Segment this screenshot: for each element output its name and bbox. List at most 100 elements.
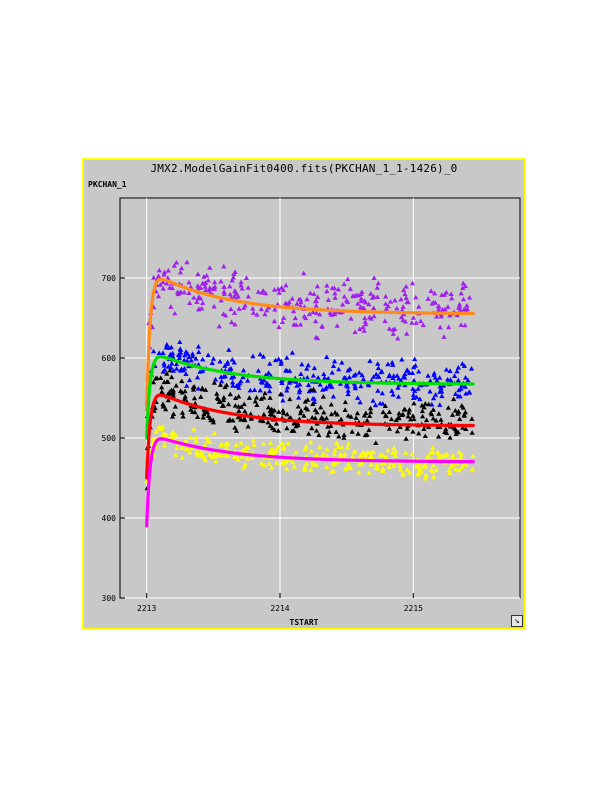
- data-point: [261, 462, 267, 468]
- data-point: [260, 441, 267, 447]
- data-point: [268, 448, 274, 454]
- data-point: [439, 453, 445, 459]
- data-point: [308, 387, 314, 393]
- data-point: [165, 363, 172, 369]
- data-point: [276, 324, 282, 330]
- data-point: [342, 407, 348, 412]
- data-point: [352, 385, 358, 391]
- data-point: [173, 383, 179, 388]
- data-point: [375, 365, 382, 371]
- data-point: [253, 394, 260, 400]
- data-point: [163, 406, 169, 412]
- data-point: [352, 383, 358, 389]
- data-point: [206, 452, 213, 457]
- data-point: [184, 259, 190, 265]
- data-point: [311, 291, 317, 296]
- data-point: [397, 424, 403, 430]
- data-point: [179, 410, 186, 415]
- data-point: [416, 304, 422, 309]
- data-point: [217, 382, 224, 387]
- data-point: [200, 414, 206, 420]
- data-point: [265, 404, 271, 410]
- data-point: [222, 312, 229, 318]
- data-point: [323, 384, 330, 390]
- data-point: [443, 367, 450, 372]
- data-point: [370, 398, 376, 403]
- data-point: [324, 453, 330, 459]
- data-point: [218, 378, 225, 384]
- data-point: [261, 377, 267, 383]
- data-point: [458, 455, 464, 460]
- data-point: [213, 458, 219, 464]
- data-point: [410, 413, 416, 418]
- data-point: [321, 371, 327, 377]
- data-point: [385, 447, 391, 453]
- resize-handle-icon[interactable]: ↘: [511, 615, 523, 627]
- data-point: [245, 285, 251, 290]
- data-point: [411, 400, 417, 406]
- data-point: [314, 452, 320, 458]
- data-point: [250, 306, 256, 311]
- data-point: [182, 352, 188, 358]
- data-point: [368, 409, 374, 415]
- data-point: [210, 419, 217, 425]
- data-point: [358, 383, 364, 389]
- data-point: [462, 384, 468, 389]
- data-point: [427, 378, 433, 383]
- data-point: [403, 284, 409, 289]
- data-point: [235, 457, 241, 462]
- data-point: [433, 417, 439, 423]
- data-point: [439, 393, 445, 399]
- data-point: [324, 282, 330, 288]
- data-point: [342, 466, 349, 472]
- data-point: [422, 475, 429, 481]
- data-point: [290, 308, 297, 314]
- data-point: [448, 291, 454, 297]
- data-point: [204, 438, 211, 443]
- data-point: [332, 447, 338, 453]
- data-point: [181, 357, 187, 363]
- data-point: [451, 461, 457, 467]
- data-point: [150, 379, 157, 385]
- data-point: [299, 361, 305, 367]
- data-point: [204, 409, 211, 415]
- data-point: [238, 440, 244, 446]
- data-point: [425, 296, 431, 301]
- data-point: [380, 401, 386, 406]
- data-point: [423, 472, 429, 478]
- data-point: [396, 410, 402, 416]
- data-point: [468, 365, 475, 371]
- data-point: [455, 365, 461, 370]
- data-point: [267, 423, 273, 428]
- data-point: [260, 354, 267, 359]
- data-point: [430, 407, 436, 412]
- data-point: [233, 395, 239, 401]
- data-point: [221, 397, 227, 403]
- data-point: [316, 432, 322, 438]
- data-point: [429, 411, 435, 417]
- data-point: [464, 302, 470, 308]
- data-point: [446, 324, 452, 330]
- data-point: [210, 417, 216, 423]
- data-point: [365, 449, 371, 455]
- data-point: [195, 343, 202, 349]
- data-point: [332, 295, 338, 300]
- data-point: [238, 279, 244, 285]
- data-point: [258, 396, 264, 401]
- data-point: [324, 354, 330, 359]
- data-point: [302, 446, 308, 452]
- data-point: [219, 452, 225, 458]
- data-point: [462, 322, 468, 328]
- data-point: [283, 282, 289, 288]
- data-point: [360, 376, 367, 382]
- data-point: [328, 423, 334, 428]
- data-point: [396, 415, 402, 421]
- data-point: [309, 414, 315, 420]
- data-point: [170, 390, 176, 395]
- data-point: [257, 351, 263, 357]
- data-point: [402, 318, 409, 324]
- data-point: [291, 322, 297, 327]
- data-point: [427, 388, 433, 394]
- data-point: [180, 413, 186, 419]
- x-axis-label: TSTART: [289, 618, 319, 627]
